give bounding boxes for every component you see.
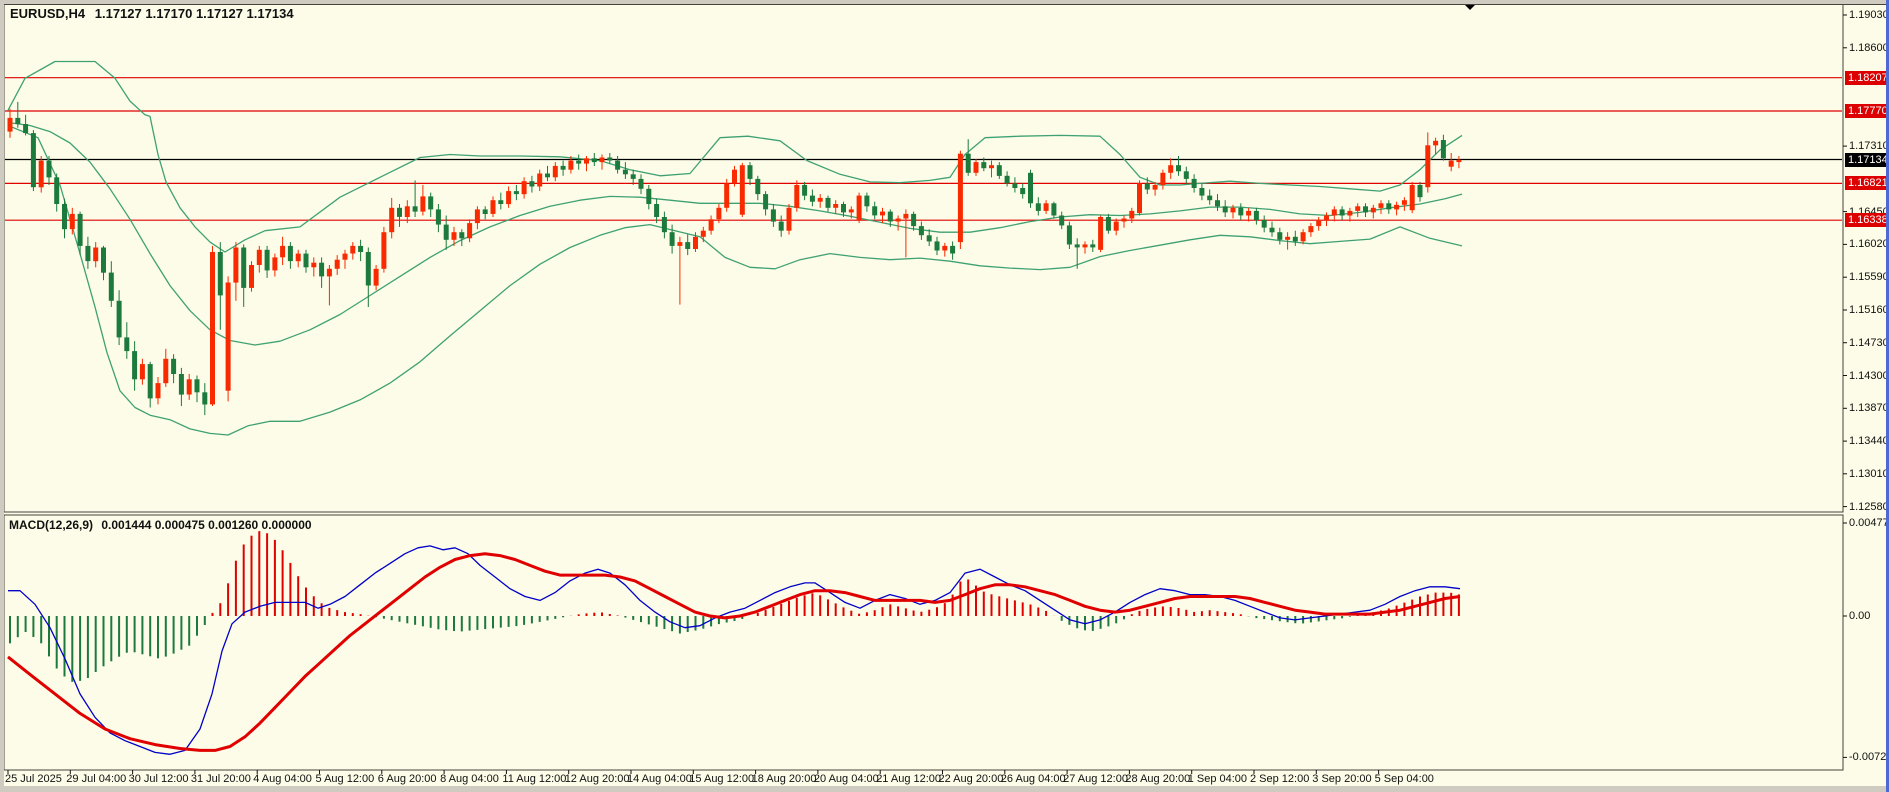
time-axis-label: 28 Aug 20:00 [1125, 773, 1191, 785]
price-axis-label: 1.13440 [1849, 435, 1889, 448]
window-border-left [0, 0, 4, 792]
ohlc-values-label: 1.17127 1.17170 1.17127 1.17134 [94, 6, 294, 21]
time-axis-label: 20 Aug 04:00 [813, 773, 879, 785]
current-price-badge: 1.17134 [1845, 152, 1889, 167]
price-line-badge: 1.16338 [1845, 213, 1889, 228]
macd-label: MACD(12,26,9) [9, 518, 94, 532]
price-line-badge: 1.18207 [1845, 70, 1889, 85]
window-border-right [1886, 0, 1889, 792]
price-axis-label: 1.13870 [1849, 402, 1889, 415]
time-axis-label: 1 Sep 04:00 [1187, 773, 1248, 785]
price-axis-label: 1.19030 [1849, 9, 1889, 21]
time-axis-label: 25 Jul 2025 [5, 773, 62, 785]
price-line-badge: 1.17770 [1845, 104, 1889, 119]
chart-title: EURUSD,H4 1.17127 1.17170 1.17127 1.1713… [10, 6, 300, 21]
price-axis-label: 1.15590 [1849, 271, 1889, 284]
price-axis-label: 1.14730 [1849, 336, 1889, 349]
time-axis-label: 27 Aug 12:00 [1063, 773, 1128, 785]
time-axis-label: 6 Aug 20:00 [377, 773, 437, 785]
price-axis-label: 1.12580 [1849, 500, 1889, 513]
time-axis-label: 29 Jul 04:00 [66, 773, 127, 785]
time-axis-label: 15 Aug 12:00 [689, 773, 755, 785]
macd-axis-label: 0.00 [1849, 610, 1871, 622]
time-axis-label: 11 Aug 12:00 [502, 773, 567, 785]
symbol-period-label: EURUSD,H4 [10, 6, 86, 21]
macd-axis-label: 0.004774 [1849, 517, 1889, 529]
time-axis-label: 22 Aug 20:00 [938, 773, 1004, 785]
window-border-top [0, 0, 1889, 5]
time-axis-label: 12 Aug 20:00 [564, 773, 630, 785]
window-border-bottom [0, 786, 1889, 792]
chart-shift-marker-icon [1465, 5, 1475, 10]
time-axis-label: 14 Aug 04:00 [627, 773, 692, 785]
time-axis-label: 5 Aug 12:00 [315, 773, 375, 785]
time-axis-label: 2 Sep 12:00 [1250, 773, 1310, 785]
time-axis-label: 30 Jul 12:00 [128, 773, 189, 785]
macd-values-label: 0.001444 0.000475 0.001260 0.000000 [101, 518, 312, 532]
time-axis-label: 8 Aug 04:00 [440, 773, 499, 785]
price-line-badge: 1.16821 [1845, 176, 1889, 191]
time-axis-label: 3 Sep 20:00 [1312, 773, 1372, 785]
time-axis-label: 5 Sep 04:00 [1374, 773, 1434, 785]
price-axis-label: 1.18600 [1849, 41, 1889, 54]
price-axis-label: 1.14300 [1849, 369, 1889, 382]
time-axis-label: 21 Aug 12:00 [876, 773, 942, 785]
time-axis-label: 31 Jul 20:00 [190, 773, 251, 785]
time-axis-label: 4 Aug 04:00 [253, 773, 312, 785]
time-axis-label: 18 Aug 20:00 [751, 773, 817, 785]
price-axis-label: 1.17310 [1849, 140, 1889, 153]
macd-axis-label: -0.007257 [1849, 751, 1889, 764]
price-axis-label: 1.16020 [1849, 238, 1889, 251]
macd-indicator-title: MACD(12,26,9) 0.001444 0.000475 0.001260… [9, 518, 317, 532]
price-axis-label: 1.13010 [1849, 467, 1889, 480]
price-axis-label: 1.15160 [1849, 303, 1889, 316]
time-axis-label: 26 Aug 04:00 [1000, 773, 1066, 785]
